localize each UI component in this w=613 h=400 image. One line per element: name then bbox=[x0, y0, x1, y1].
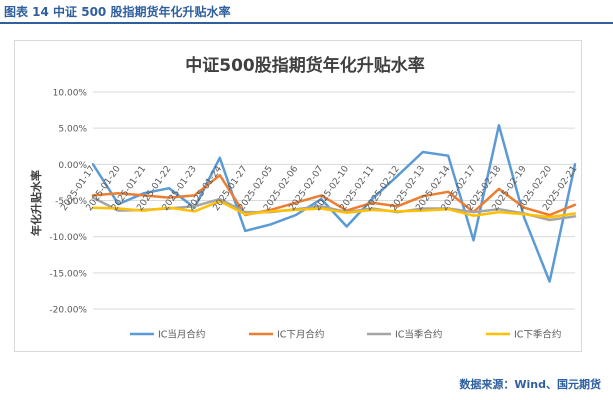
legend-item: IC当月合约 bbox=[130, 329, 205, 341]
legend-label: IC当月合约 bbox=[158, 329, 205, 341]
y-tick-label: -20.00% bbox=[49, 306, 87, 316]
y-axis-label: 年化升贴水率 bbox=[29, 170, 43, 236]
legend-label: IC下月合约 bbox=[277, 329, 324, 341]
legend-item: IC下月合约 bbox=[249, 329, 324, 341]
series-line bbox=[91, 199, 577, 219]
grid-layer bbox=[93, 91, 575, 310]
legend: IC当月合约 IC下月合约 IC当季合约 IC下季合约 bbox=[130, 329, 561, 341]
figure-caption: 图表 14 中证 500 股指期货年化升贴水率 bbox=[4, 5, 231, 19]
caption-rule bbox=[0, 22, 613, 24]
chart-frame: 中证500股指期货年化升贴水率 年化升贴水率 10.00% 5.00% 0.00% -… bbox=[14, 40, 582, 352]
series-layer bbox=[91, 124, 577, 283]
y-tick-label: 0.00% bbox=[58, 161, 87, 171]
source-note: 数据来源：Wind、国元期货 bbox=[459, 378, 601, 391]
legend-item: IC下季合约 bbox=[486, 329, 561, 341]
y-tick-label: -15.00% bbox=[49, 269, 87, 279]
y-tick-label: -5.00% bbox=[55, 197, 87, 207]
y-tick-label: 10.00% bbox=[53, 89, 88, 99]
legend-item: IC当季合约 bbox=[367, 329, 442, 341]
premium-discount-chart: 中证500股指期货年化升贴水率 年化升贴水率 10.00% 5.00% 0.00% -… bbox=[29, 55, 579, 341]
x-tick-layer: 2025-01-172025-01-202025-01-212025-01-22… bbox=[59, 164, 579, 213]
legend-label: IC下季合约 bbox=[514, 329, 561, 341]
y-tick-layer: 10.00% 5.00% 0.00% -5.00% -10.00% -15.00% -20.… bbox=[49, 89, 87, 316]
y-tick-label: 5.00% bbox=[58, 125, 87, 135]
y-tick-label: -10.00% bbox=[49, 233, 87, 243]
series-line bbox=[91, 124, 577, 283]
series-line bbox=[91, 173, 577, 217]
legend-label: IC当季合约 bbox=[395, 329, 442, 341]
chart-title: 中证500股指期货年化升贴水率 bbox=[185, 55, 425, 76]
